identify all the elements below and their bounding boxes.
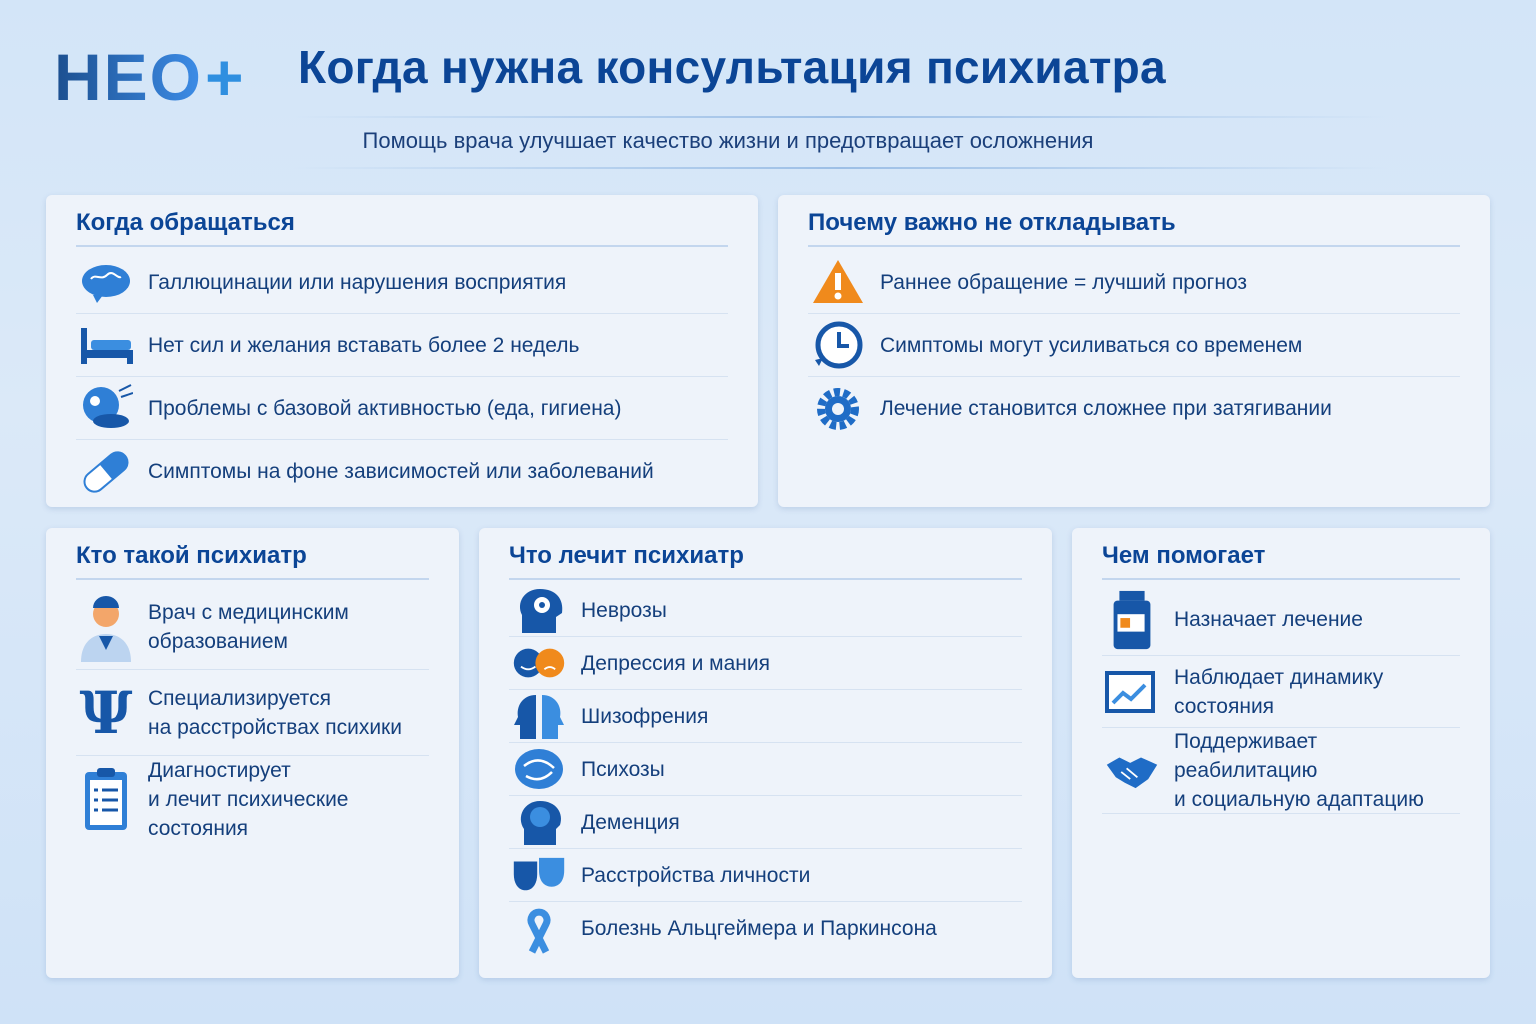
bed-icon: [76, 319, 136, 371]
card-title: Когда обращаться: [76, 209, 728, 247]
card-who: Кто такой психиатр Врач с медицинским обр…: [46, 528, 459, 978]
item-line: Поддерживает реабилитацию: [1174, 730, 1318, 782]
list-item: Деменция: [509, 796, 1022, 849]
list-item: Депрессия и мания: [509, 637, 1022, 690]
item-text: Специализируется на расстройствах психики: [148, 684, 402, 742]
list-item: Симптомы на фоне зависимостей или заболе…: [76, 440, 728, 503]
list-item: Раннее обращение = лучший прогноз: [808, 251, 1460, 314]
item-text: Расстройства личности: [581, 863, 811, 887]
brain-icon: [76, 256, 136, 308]
masks-icon: [509, 849, 569, 901]
page-title: Когда нужна консультация психиатра: [298, 41, 1166, 93]
item-text: Неврозы: [581, 598, 667, 622]
dementia-icon: [509, 796, 569, 848]
list-item: Наблюдает динамику состояния: [1102, 656, 1460, 728]
list-item: Лечение становится сложнее при затягиван…: [808, 377, 1460, 440]
list-item: Шизофрения: [509, 690, 1022, 743]
doctor-icon: [76, 587, 136, 667]
card-title: Что лечит психиатр: [509, 542, 1022, 580]
item-text: Врач с медицинским образованием: [148, 598, 349, 656]
clipboard-icon: [76, 764, 136, 834]
item-text: Шизофрения: [581, 704, 709, 728]
item-text: Раннее обращение = лучший прогноз: [880, 270, 1247, 294]
card-helps: Чем помогает Назначает лечение Наблюдает…: [1072, 528, 1490, 978]
card-treats: Что лечит психиатр Неврозы Депрессия и м…: [479, 528, 1052, 978]
hygiene-icon: [76, 382, 136, 434]
list-item: Нет сил и желания вставать более 2 недел…: [76, 314, 728, 377]
pill-icon: [76, 446, 136, 498]
chart-icon: [1102, 666, 1162, 718]
page-subtitle: Помощь врача улучшает качество жизни и п…: [362, 128, 1094, 153]
list-item: Расстройства личности: [509, 849, 1022, 902]
item-text: Назначает лечение: [1174, 608, 1363, 631]
list-item: Галлюцинации или нарушения восприятия: [76, 251, 728, 314]
psychosis-icon: [509, 743, 569, 795]
logo: НЕО +: [54, 44, 246, 110]
item-text: Лечение становится сложнее при затягиван…: [880, 397, 1332, 420]
logo-plus: +: [205, 40, 246, 114]
list-item: Диагностирует и лечит психические состоян…: [76, 756, 429, 842]
warning-icon: [808, 256, 868, 308]
list-item: Симптомы могут усиливаться со временем: [808, 314, 1460, 377]
card-title: Кто такой психиатр: [76, 542, 429, 580]
item-text: Поддерживает реабилитацию и социальную ад…: [1174, 727, 1460, 814]
list-item: Психозы: [509, 743, 1022, 796]
item-text: Симптомы на фоне зависимостей или заболе…: [148, 460, 654, 483]
item-text: Психозы: [581, 757, 665, 781]
handshake-icon: [1102, 745, 1162, 797]
list-item: Врач с медицинским образованием: [76, 584, 429, 670]
item-line: Диагностирует: [148, 758, 291, 782]
logo-text: НЕО: [54, 40, 204, 114]
split-head-icon: [509, 690, 569, 742]
item-text: Болезнь Альцгеймера и Паркинсона: [581, 917, 937, 940]
item-text: Деменция: [581, 810, 680, 834]
list-item: Поддерживает реабилитацию и социальную ад…: [1102, 728, 1460, 814]
list-item: Неврозы: [509, 584, 1022, 637]
list-item: Болезнь Альцгеймера и Паркинсона: [509, 902, 1022, 955]
item-line: Врач с медицинским: [148, 600, 349, 624]
card-title: Почему важно не откладывать: [808, 209, 1460, 247]
item-line: и лечит психические состояния: [148, 787, 349, 840]
mood-faces-icon: [509, 637, 569, 689]
psi-icon: Ψ: [79, 678, 133, 747]
card-why: Почему важно не откладывать Раннее обращ…: [778, 195, 1490, 507]
head-gear-icon: [509, 584, 569, 636]
card-title: Чем помогает: [1102, 542, 1460, 580]
item-line: образованием: [148, 629, 288, 653]
divider: [290, 116, 1390, 118]
item-text: Симптомы могут усиливаться со временем: [880, 333, 1303, 357]
gear-icon: [808, 383, 868, 435]
card-when: Когда обращаться Галлюцинации или наруше…: [46, 195, 758, 507]
divider: [290, 167, 1390, 169]
clock-icon: [808, 319, 868, 371]
item-text: Наблюдает динамику состояния: [1174, 665, 1384, 718]
list-item: Назначает лечение: [1102, 584, 1460, 656]
item-text: Нет сил и желания вставать более 2 недел…: [148, 333, 580, 357]
item-text: Диагностирует и лечит психические состоян…: [148, 756, 429, 843]
ribbon-icon: [509, 903, 569, 955]
item-text: Депрессия и мания: [581, 651, 770, 675]
list-item: Ψ Специализируется на расстройствах психик…: [76, 670, 429, 756]
item-line: на расстройствах психики: [148, 715, 402, 739]
item-text: Проблемы с базовой активностью (еда, гиг…: [148, 396, 622, 420]
medicine-bottle-icon: [1102, 587, 1162, 653]
item-line: Специализируется: [148, 686, 331, 710]
list-item: Проблемы с базовой активностью (еда, гиг…: [76, 377, 728, 440]
item-text: Галлюцинации или нарушения восприятия: [148, 270, 567, 294]
item-line: и социальную адаптацию: [1174, 788, 1424, 811]
